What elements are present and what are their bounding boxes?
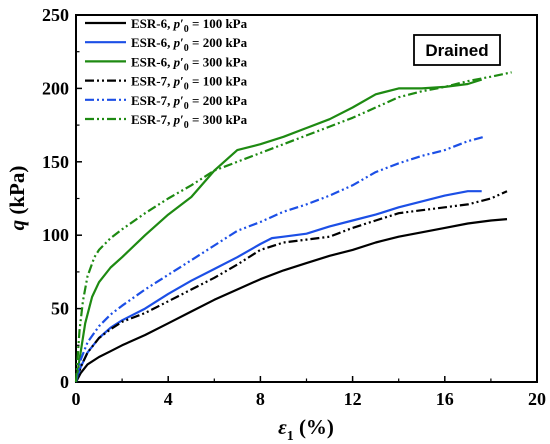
annotation-box: Drained xyxy=(413,34,501,66)
x-tick-label: 20 xyxy=(528,389,546,409)
legend-label-3: ESR-6, p′0 = 300 kPa xyxy=(131,54,248,73)
y-tick-label: 200 xyxy=(42,78,69,98)
legend-label-6: ESR-7, p′0 = 300 kPa xyxy=(131,112,248,131)
axis-ticks xyxy=(75,14,538,383)
annotation-frame xyxy=(413,34,501,66)
y-tick-label: 50 xyxy=(51,299,69,319)
plot-frame xyxy=(75,14,538,383)
legend-label-2: ESR-6, p′0 = 200 kPa xyxy=(131,35,248,54)
x-tick-label: 16 xyxy=(436,389,454,409)
legend-label-4: ESR-7, p′0 = 100 kPa xyxy=(131,74,248,93)
x-tick-label: 4 xyxy=(164,389,173,409)
series-line-1 xyxy=(75,218,508,383)
series-line-3 xyxy=(74,78,483,383)
y-tick-label: 100 xyxy=(42,225,69,245)
series-line-4 xyxy=(74,190,508,383)
y-tick-label: 0 xyxy=(60,372,69,392)
y-tick-label: 150 xyxy=(42,152,69,172)
y-tick-label: 250 xyxy=(42,5,69,25)
legend-label-5: ESR-7, p′0 = 200 kPa xyxy=(131,93,248,112)
series-layer xyxy=(74,71,512,383)
legend-label-1: ESR-6, p′0 = 100 kPa xyxy=(131,16,248,35)
x-tick-label: 8 xyxy=(256,389,265,409)
annotation-text: Drained xyxy=(425,41,488,60)
x-tick-label: 0 xyxy=(72,389,81,409)
series-line-2 xyxy=(74,190,482,383)
series-line-5 xyxy=(74,135,485,383)
x-axis-title: ε1 (%) xyxy=(278,415,334,444)
x-tick-label: 12 xyxy=(344,389,362,409)
y-axis-title: q (kPa) xyxy=(5,166,29,231)
